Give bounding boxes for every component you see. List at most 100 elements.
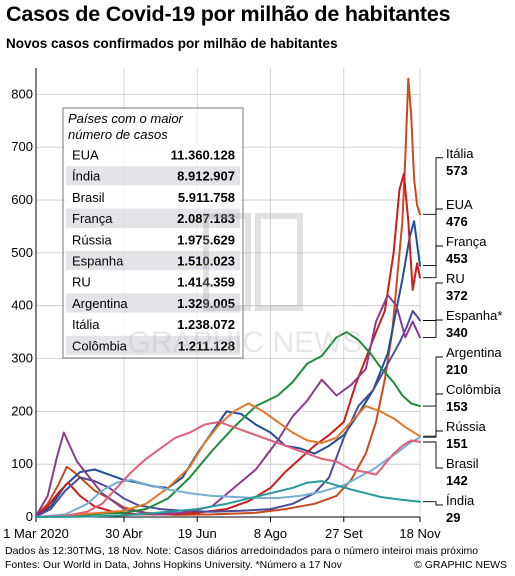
table-cases: 5.911.758 <box>178 190 235 205</box>
end-label-leader <box>423 208 443 267</box>
table-row-bg <box>66 314 240 334</box>
end-label-leader <box>423 441 443 469</box>
y-tick-label: 600 <box>11 192 33 207</box>
end-label-name: Argentina <box>446 345 502 360</box>
end-label-name: França <box>446 234 487 249</box>
table-cases: 1.975.629 <box>177 232 235 247</box>
x-tick-label: 30 Abr <box>105 526 143 541</box>
end-label-value: 142 <box>446 473 468 488</box>
end-label-leader <box>423 501 443 506</box>
end-label-leader <box>423 430 443 438</box>
table-country: Itália <box>72 317 100 332</box>
table-row-bg <box>66 293 240 313</box>
end-label-leader <box>423 157 443 215</box>
series-line <box>35 480 421 518</box>
series-line <box>35 310 421 518</box>
table-title-line1: Países com o maior <box>68 111 184 126</box>
table-country: Argentina <box>72 296 128 311</box>
table-country: Rússia <box>72 232 113 247</box>
end-label-value: 476 <box>446 214 468 229</box>
x-tick-label: 27 Set <box>325 526 363 541</box>
table-cases: 1.510.023 <box>177 254 235 269</box>
end-label-value: 151 <box>446 436 468 451</box>
table-cases: 1.238.072 <box>177 317 235 332</box>
table-country: Índia <box>72 169 101 184</box>
top-countries-table: Países com o maior número de casos EUA 11… <box>62 107 244 359</box>
end-label-leader <box>423 356 443 407</box>
end-label-value: 153 <box>446 399 468 414</box>
page-subtitle: Novos casos confirmados por milhão de ha… <box>6 36 338 51</box>
end-label-leader <box>423 393 443 437</box>
table-country: Brasil <box>72 190 105 205</box>
table-cases: 1.211.128 <box>178 338 235 353</box>
footnote-data: Dados às 12:30TMG, 18 Nov. Note: Casos d… <box>5 545 479 557</box>
y-tick-label: 100 <box>11 456 33 471</box>
footnote-sources: Fontes: Our World in Data, Johns Hopkins… <box>5 559 342 571</box>
end-label-value: 340 <box>446 325 468 340</box>
x-tick-label: 19 Jun <box>178 526 217 541</box>
end-label-name: EUA <box>446 197 473 212</box>
end-label-name: RU <box>446 271 465 286</box>
series-line <box>35 331 421 518</box>
x-axis: 1 Mar 2020 30 Abr 19 Jun 8 Ago 27 Set 18 Nov <box>3 516 441 541</box>
table-country: RU <box>72 275 91 290</box>
y-tick-label: 800 <box>11 86 33 101</box>
table-row-bg <box>66 229 240 249</box>
end-label-value: 210 <box>446 362 468 377</box>
y-axis: 0 100 200 300 400 500 600 700 800 <box>11 68 37 524</box>
table-country: Colômbia <box>72 338 128 353</box>
series-line <box>35 294 421 517</box>
end-label-leader <box>423 319 443 338</box>
end-label-name: Rússia <box>446 419 487 434</box>
x-tick-label: 18 Nov <box>399 526 441 541</box>
end-labels: Itália 573 EUA 476 França 453 RU 372 Espanha* 340… <box>423 146 502 525</box>
x-tick-label: 8 Ago <box>254 526 287 541</box>
end-label-value: 29 <box>446 510 460 525</box>
table-country: França <box>72 211 113 226</box>
table-rows: EUA 11.360.128 Índia 8.912.907 Brasil 5.911.7… <box>66 145 240 355</box>
end-label-name: Itália <box>446 146 474 161</box>
series-lines <box>35 77 421 518</box>
table-cases: 2.087.183 <box>177 211 235 226</box>
end-label-leader <box>423 282 443 321</box>
table-cases: 11.360.128 <box>171 148 235 163</box>
end-label-name: Brasil <box>446 456 479 471</box>
watermark-text: GRAPHIC NEWS <box>127 326 362 359</box>
table-country: Espanha <box>72 254 124 269</box>
end-label-name: Índia <box>446 493 475 508</box>
series-line <box>35 436 421 518</box>
watermark: GRAPHIC NEWS <box>127 213 363 359</box>
series-line <box>35 420 421 518</box>
table-row-bg <box>66 187 240 207</box>
page-title: Casos de Covid-19 por milhão de habitant… <box>6 2 451 26</box>
table-row-bg <box>66 335 240 355</box>
y-tick-label: 400 <box>11 298 33 313</box>
table-cases: 1.329.005 <box>177 296 235 311</box>
y-tick-label: 700 <box>11 139 33 154</box>
y-tick-label: 200 <box>11 403 33 418</box>
end-label-leader <box>423 245 443 279</box>
watermark-logo-right <box>255 213 303 311</box>
table-row-bg <box>66 272 240 292</box>
table-row-bg <box>66 166 240 186</box>
end-label-value: 372 <box>446 288 468 303</box>
brand-credit: © GRAPHIC NEWS <box>414 559 507 571</box>
watermark-logo-left <box>203 213 251 311</box>
y-tick-label: 0 <box>26 509 33 524</box>
y-tick-label: 300 <box>11 351 33 366</box>
end-label-value: 453 <box>446 251 468 266</box>
table-row-bg <box>66 145 240 165</box>
chart: 1 Mar 2020 30 Abr 19 Jun 8 Ago 27 Set 18 Nov … <box>3 68 502 541</box>
table-cases: 1.414.359 <box>177 275 235 290</box>
end-label-name: Espanha* <box>446 308 502 323</box>
table-row-bg <box>66 208 240 228</box>
end-label-name: Colômbia <box>446 382 502 397</box>
table-cases: 8.912.907 <box>177 169 235 184</box>
series-line <box>35 402 421 518</box>
series-line <box>35 220 421 518</box>
end-label-value: 573 <box>446 163 468 178</box>
table-title-line2: número de casos <box>68 127 168 142</box>
y-tick-label: 500 <box>11 245 33 260</box>
x-tick-label: 1 Mar 2020 <box>3 526 69 541</box>
table-row-bg <box>66 251 240 271</box>
